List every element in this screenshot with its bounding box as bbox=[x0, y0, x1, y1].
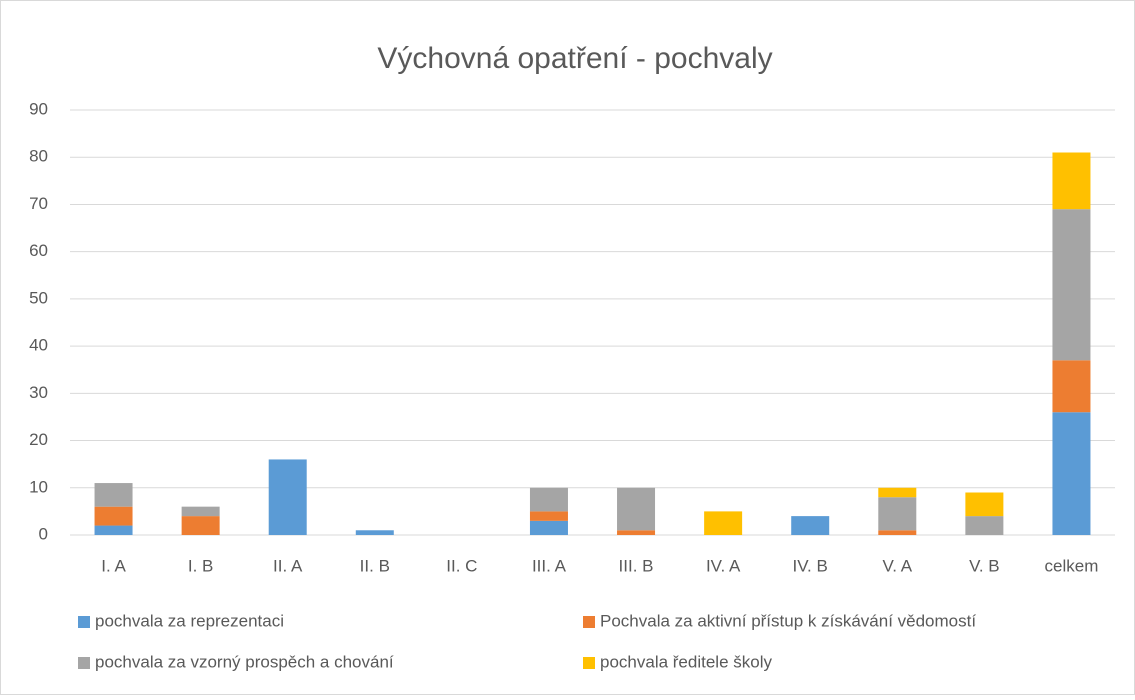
bar-segment bbox=[1052, 152, 1091, 210]
bar-segment bbox=[268, 459, 307, 535]
y-tick-label: 20 bbox=[29, 430, 48, 449]
x-tick-label: V. A bbox=[882, 556, 912, 575]
y-tick-label: 70 bbox=[29, 194, 48, 213]
bar-segment bbox=[181, 516, 220, 535]
bar-segment bbox=[965, 492, 1004, 517]
bar-segment bbox=[704, 511, 743, 535]
x-tick-label: II. B bbox=[360, 556, 390, 575]
bar-segment bbox=[878, 487, 917, 498]
x-tick-label: III. B bbox=[619, 556, 654, 575]
bar-segment bbox=[1052, 360, 1091, 413]
bar-segment bbox=[1052, 412, 1091, 535]
x-tick-label: I. B bbox=[188, 556, 214, 575]
x-tick-label: celkem bbox=[1045, 556, 1099, 575]
x-tick-label: I. A bbox=[101, 556, 126, 575]
bar-segment bbox=[965, 516, 1004, 535]
legend-swatch bbox=[583, 616, 595, 628]
chart-title: Výchovná opatření - pochvaly bbox=[377, 42, 772, 75]
legend-swatch bbox=[583, 657, 595, 669]
bar-segment bbox=[617, 530, 656, 535]
y-tick-label: 90 bbox=[29, 99, 48, 118]
legend-label: pochvala za vzorný prospěch a chování bbox=[95, 652, 394, 671]
y-tick-label: 60 bbox=[29, 241, 48, 260]
bar-segment bbox=[94, 483, 133, 507]
y-tick-label: 40 bbox=[29, 336, 48, 355]
y-tick-label: 30 bbox=[29, 383, 48, 402]
y-tick-label: 50 bbox=[29, 288, 48, 307]
bar-segment bbox=[529, 487, 568, 512]
x-tick-label: IV. B bbox=[793, 556, 828, 575]
bar-segment bbox=[791, 516, 830, 535]
bar-segment bbox=[181, 506, 220, 517]
bar-segment bbox=[529, 511, 568, 521]
y-tick-label: 0 bbox=[39, 524, 48, 543]
legend-swatch bbox=[78, 616, 90, 628]
bar-segment bbox=[94, 506, 133, 526]
x-tick-label: III. A bbox=[532, 556, 567, 575]
y-tick-label: 10 bbox=[29, 477, 48, 496]
bar-segment bbox=[617, 487, 656, 531]
bar-segment bbox=[1052, 209, 1091, 361]
bar-segment bbox=[878, 497, 917, 531]
x-tick-label: II. C bbox=[446, 556, 477, 575]
bar-segment bbox=[355, 530, 394, 535]
x-tick-label: V. B bbox=[969, 556, 1000, 575]
bar-segment bbox=[529, 520, 568, 535]
x-tick-label: IV. A bbox=[706, 556, 741, 575]
bar-segment bbox=[878, 530, 917, 535]
legend-label: pochvala ředitele školy bbox=[600, 652, 772, 671]
legend-label: Pochvala za aktivní přístup k získávání … bbox=[600, 611, 976, 630]
bar-segment bbox=[94, 525, 133, 535]
y-tick-label: 80 bbox=[29, 147, 48, 166]
legend-swatch bbox=[78, 657, 90, 669]
legend-label: pochvala za reprezentaci bbox=[95, 611, 284, 630]
x-tick-label: II. A bbox=[273, 556, 303, 575]
